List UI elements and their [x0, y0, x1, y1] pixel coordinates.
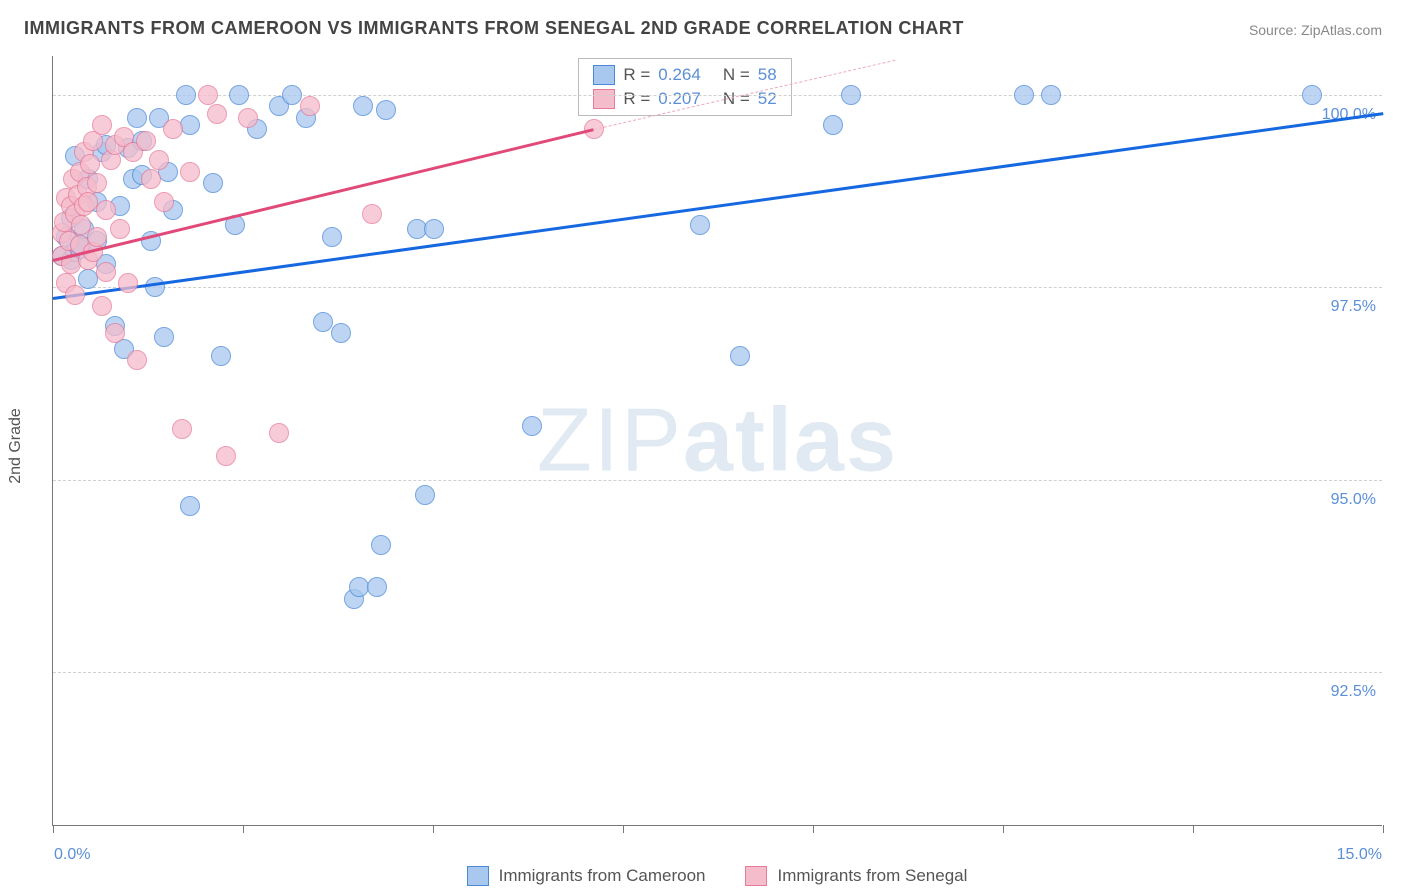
- scatter-point: [331, 323, 351, 343]
- r-label: R =: [623, 89, 650, 109]
- scatter-point: [180, 115, 200, 135]
- legend-item: Immigrants from Senegal: [745, 866, 967, 886]
- source-attribution: Source: ZipAtlas.com: [1249, 22, 1382, 38]
- legend-swatch: [593, 65, 615, 85]
- scatter-point: [180, 496, 200, 516]
- scatter-point: [180, 162, 200, 182]
- x-tick: [623, 825, 624, 833]
- r-label: R =: [623, 65, 650, 85]
- r-value: 0.264: [658, 65, 701, 85]
- scatter-point: [80, 154, 100, 174]
- scatter-point: [424, 219, 444, 239]
- y-tick-label: 95.0%: [1331, 491, 1386, 509]
- gridline: [53, 95, 1382, 96]
- scatter-point: [65, 285, 85, 305]
- scatter-point: [522, 416, 542, 436]
- watermark-light: ZIP: [537, 390, 683, 490]
- legend-swatch: [593, 89, 615, 109]
- scatter-point: [110, 219, 130, 239]
- legend-swatch: [467, 866, 489, 886]
- scatter-point: [238, 108, 258, 128]
- scatter-point: [154, 327, 174, 347]
- scatter-point: [216, 446, 236, 466]
- scatter-point: [203, 173, 223, 193]
- scatter-point: [313, 312, 333, 332]
- scatter-point: [87, 173, 107, 193]
- scatter-point: [92, 296, 112, 316]
- scatter-point: [1302, 85, 1322, 105]
- gridline: [53, 672, 1382, 673]
- x-tick: [1003, 825, 1004, 833]
- scatter-point: [105, 323, 125, 343]
- y-tick-label: 97.5%: [1331, 298, 1386, 316]
- scatter-point: [730, 346, 750, 366]
- n-label: N =: [723, 65, 750, 85]
- series-name: Immigrants from Senegal: [777, 866, 967, 886]
- x-tick: [53, 825, 54, 833]
- legend-swatch: [745, 866, 767, 886]
- scatter-point: [207, 104, 227, 124]
- scatter-point: [172, 419, 192, 439]
- scatter-plot-area: ZIPatlas R = 0.264N = 58R = 0.207N = 52 …: [52, 56, 1382, 826]
- scatter-point: [322, 227, 342, 247]
- scatter-point: [690, 215, 710, 235]
- scatter-point: [1014, 85, 1034, 105]
- scatter-point: [127, 108, 147, 128]
- scatter-point: [163, 119, 183, 139]
- trend-line: [53, 112, 1383, 300]
- legend-row: R = 0.264 N = 58: [593, 65, 776, 85]
- scatter-point: [376, 100, 396, 120]
- n-value: 58: [758, 65, 777, 85]
- n-value: 52: [758, 89, 777, 109]
- scatter-point: [96, 200, 116, 220]
- scatter-point: [145, 277, 165, 297]
- scatter-point: [300, 96, 320, 116]
- scatter-point: [353, 96, 373, 116]
- watermark: ZIPatlas: [537, 389, 898, 492]
- legend-row: R = 0.207N = 52: [593, 89, 776, 109]
- scatter-point: [176, 85, 196, 105]
- x-tick: [813, 825, 814, 833]
- y-tick-label: 92.5%: [1331, 683, 1386, 701]
- series-name: Immigrants from Cameroon: [499, 866, 706, 886]
- scatter-point: [141, 169, 161, 189]
- scatter-point: [269, 423, 289, 443]
- x-axis-min-label: 0.0%: [54, 846, 90, 864]
- series-legend: Immigrants from Cameroon Immigrants from …: [52, 866, 1382, 886]
- scatter-point: [371, 535, 391, 555]
- scatter-point: [367, 577, 387, 597]
- scatter-point: [198, 85, 218, 105]
- scatter-point: [149, 150, 169, 170]
- scatter-point: [92, 115, 112, 135]
- x-tick: [433, 825, 434, 833]
- watermark-bold: atlas: [683, 390, 898, 490]
- chart-title: IMMIGRANTS FROM CAMEROON VS IMMIGRANTS F…: [24, 18, 964, 39]
- x-tick: [1383, 825, 1384, 833]
- scatter-point: [229, 85, 249, 105]
- scatter-point: [154, 192, 174, 212]
- gridline: [53, 480, 1382, 481]
- gridline: [53, 287, 1382, 288]
- scatter-point: [96, 262, 116, 282]
- scatter-point: [211, 346, 231, 366]
- scatter-point: [87, 227, 107, 247]
- x-axis-max-label: 15.0%: [1337, 846, 1382, 864]
- scatter-point: [282, 85, 302, 105]
- scatter-point: [136, 131, 156, 151]
- x-tick: [243, 825, 244, 833]
- y-axis-label: 2nd Grade: [7, 408, 25, 484]
- scatter-point: [841, 85, 861, 105]
- scatter-point: [118, 273, 138, 293]
- scatter-point: [127, 350, 147, 370]
- legend-item: Immigrants from Cameroon: [467, 866, 706, 886]
- x-tick: [1193, 825, 1194, 833]
- scatter-point: [415, 485, 435, 505]
- scatter-point: [823, 115, 843, 135]
- scatter-point: [1041, 85, 1061, 105]
- scatter-point: [362, 204, 382, 224]
